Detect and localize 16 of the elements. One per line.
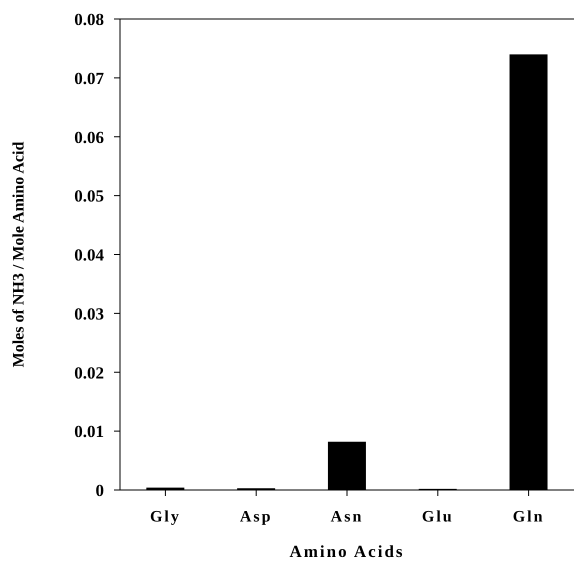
y-tick-label: 0.01 xyxy=(74,422,104,442)
y-tick-label: 0.07 xyxy=(74,68,104,88)
x-tick-label: Gln xyxy=(512,508,544,526)
y-tick-label: 0.02 xyxy=(74,363,104,382)
x-tick-label: Asn xyxy=(330,508,364,526)
x-axis-title: Amino Acids xyxy=(289,542,405,561)
y-axis-title: Moles of NH3 / Mole Amino Acid xyxy=(10,142,28,368)
y-tick-label: 0.03 xyxy=(74,304,104,324)
y-tick-label: 0.06 xyxy=(74,128,104,147)
y-tick-label: 0 xyxy=(96,481,104,500)
y-tick-label: 0.05 xyxy=(74,186,104,206)
x-tick-label: Gly xyxy=(150,508,181,526)
y-tick-label: 0.08 xyxy=(74,10,104,30)
x-tick-label: Asp xyxy=(240,508,273,526)
y-tick-label: 0.04 xyxy=(74,246,104,265)
x-tick-label: Glu xyxy=(422,508,454,526)
